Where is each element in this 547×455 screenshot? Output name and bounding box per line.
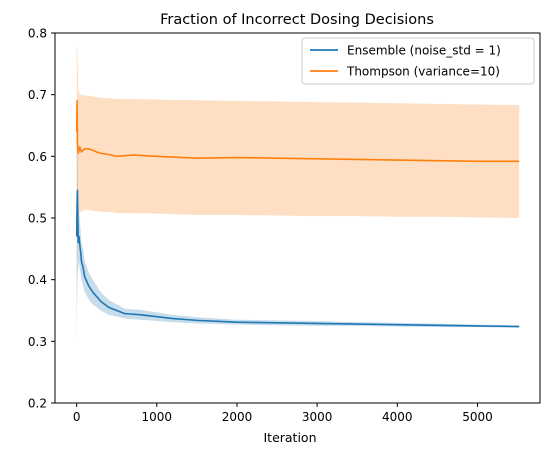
legend: Ensemble (noise_std = 1) Thompson (varian… <box>301 37 535 85</box>
legend-label-thompson: Thompson (variance=10) <box>346 65 500 79</box>
y-tick-label: 0.7 <box>28 88 47 102</box>
x-axis-ticks: 0 1000 2000 3000 4000 5000 <box>73 403 493 424</box>
chart-title: Fraction of Incorrect Dosing Decisions <box>160 12 434 28</box>
y-tick-label: 0.8 <box>28 27 47 41</box>
series-lines <box>75 100 520 328</box>
confidence-bands <box>76 45 520 342</box>
y-tick-label: 0.6 <box>28 150 47 164</box>
thompson-confidence-band <box>76 45 520 342</box>
ensemble-confidence-band <box>76 100 520 342</box>
x-tick-label: 3000 <box>302 410 333 424</box>
x-tick-label: 2000 <box>222 410 253 424</box>
x-axis-label: Iteration <box>263 430 316 445</box>
ensemble-series-line <box>75 189 520 328</box>
y-tick-label: 0.4 <box>28 273 47 287</box>
x-tick-label: 5000 <box>462 410 493 424</box>
y-tick-label: 0.2 <box>28 397 47 411</box>
y-tick-label: 0.3 <box>28 335 47 349</box>
x-tick-label: 1000 <box>142 410 173 424</box>
thompson-series-line <box>75 100 520 163</box>
y-axis-ticks: 0.2 0.3 0.4 0.5 0.6 0.7 0.8 <box>28 27 55 411</box>
legend-box <box>301 37 535 85</box>
plot-frame <box>54 32 541 404</box>
legend-label-ensemble: Ensemble (noise_std = 1) <box>347 44 501 58</box>
x-tick-label: 4000 <box>382 410 413 424</box>
x-tick-label: 0 <box>73 410 81 424</box>
y-tick-label: 0.5 <box>28 212 47 226</box>
